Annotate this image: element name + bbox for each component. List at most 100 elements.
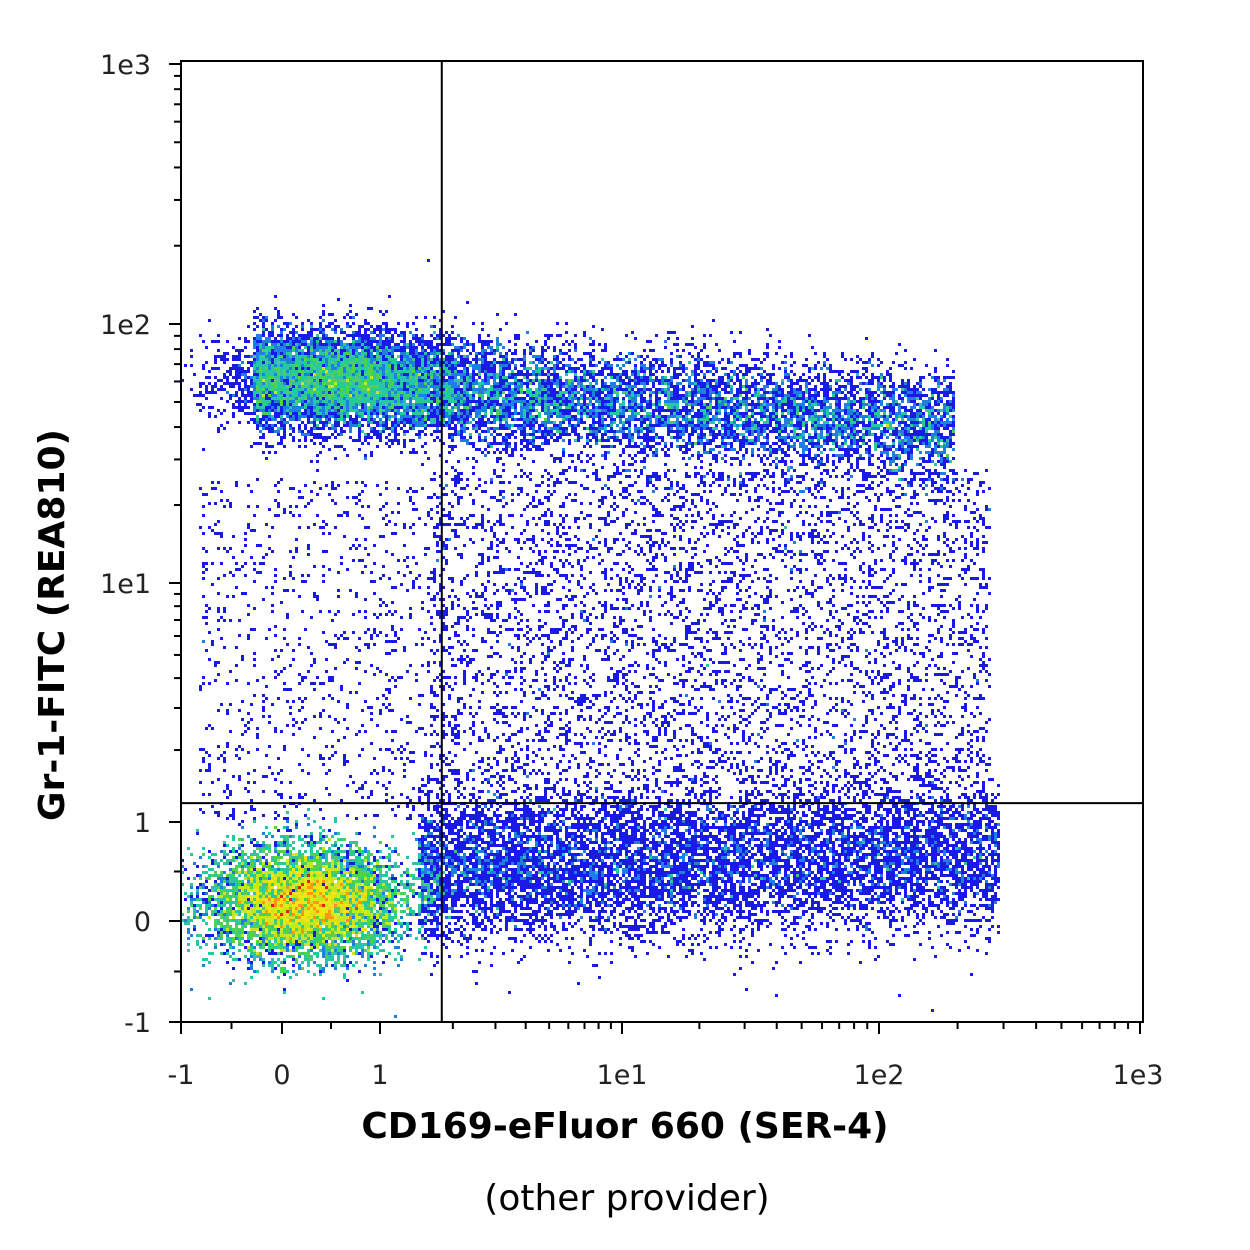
event-dot: [700, 382, 703, 385]
event-dot: [349, 373, 352, 376]
event-dot: [496, 403, 499, 406]
event-dot: [790, 391, 793, 394]
event-dot: [499, 352, 502, 355]
event-dot: [442, 364, 445, 367]
event-dot: [307, 385, 310, 388]
event-dot: [271, 424, 274, 427]
event-dot: [346, 322, 349, 325]
event-dot: [943, 388, 946, 391]
event-dot: [292, 394, 295, 397]
event-dot: [520, 364, 523, 367]
event-dot: [592, 409, 595, 412]
event-dot: [778, 421, 781, 424]
event-dot: [478, 415, 481, 418]
event-dot: [451, 394, 454, 397]
event-dot: [667, 367, 670, 370]
event-dot: [271, 418, 274, 421]
event-dot: [688, 382, 691, 385]
event-dot: [289, 400, 292, 403]
event-dot: [553, 379, 556, 382]
event-dot: [487, 361, 490, 364]
event-dot: [448, 400, 451, 403]
event-dot: [304, 388, 307, 391]
event-dot: [763, 385, 766, 388]
event-dot: [373, 376, 376, 379]
event-dot: [277, 310, 280, 313]
event-dot: [658, 400, 661, 403]
event-dot: [526, 394, 529, 397]
event-dot: [484, 424, 487, 427]
event-dot: [685, 343, 688, 346]
event-dot: [505, 397, 508, 400]
event-dot: [568, 406, 571, 409]
event-dot: [874, 418, 877, 421]
event-dot: [445, 355, 448, 358]
event-dot: [526, 400, 529, 403]
event-dot: [388, 382, 391, 385]
event-dot: [898, 415, 901, 418]
event-dot: [301, 406, 304, 409]
event-dot: [487, 346, 490, 349]
event-dot: [469, 406, 472, 409]
event-dot: [277, 406, 280, 409]
event-dot: [598, 403, 601, 406]
event-dot: [448, 361, 451, 364]
event-dot: [421, 349, 424, 352]
event-dot: [421, 370, 424, 373]
event-dot: [907, 400, 910, 403]
event-dot: [568, 358, 571, 361]
event-dot: [481, 409, 484, 412]
event-dot: [436, 343, 439, 346]
event-dot: [667, 379, 670, 382]
event-dot: [712, 421, 715, 424]
event-dot: [874, 403, 877, 406]
event-dot: [523, 367, 526, 370]
event-dot: [574, 343, 577, 346]
event-dot: [325, 352, 328, 355]
event-dot: [733, 352, 736, 355]
event-dot: [688, 400, 691, 403]
event-dot: [361, 418, 364, 421]
event-dot: [238, 337, 241, 340]
event-dot: [199, 391, 202, 394]
event-dot: [316, 406, 319, 409]
event-dot: [316, 349, 319, 352]
event-dot: [523, 373, 526, 376]
event-dot: [493, 388, 496, 391]
event-dot: [889, 379, 892, 382]
event-dot: [577, 376, 580, 379]
event-dot: [325, 334, 328, 337]
event-dot: [334, 364, 337, 367]
event-dot: [907, 382, 910, 385]
event-dot: [847, 418, 850, 421]
event-dot: [313, 367, 316, 370]
event-dot: [610, 400, 613, 403]
event-dot: [628, 382, 631, 385]
event-dot: [259, 406, 262, 409]
event-dot: [469, 382, 472, 385]
event-dot: [325, 403, 328, 406]
event-dot: [652, 382, 655, 385]
event-dot: [814, 403, 817, 406]
event-dot: [727, 385, 730, 388]
event-dot: [520, 385, 523, 388]
event-dot: [331, 406, 334, 409]
event-dot: [784, 367, 787, 370]
event-dot: [367, 373, 370, 376]
event-dot: [661, 388, 664, 391]
event-dot: [457, 415, 460, 418]
event-dot: [481, 361, 484, 364]
event-dot: [508, 403, 511, 406]
event-dot: [331, 376, 334, 379]
event-dot: [568, 343, 571, 346]
event-dot: [514, 400, 517, 403]
event-dot: [253, 397, 256, 400]
event-dot: [352, 400, 355, 403]
event-dot: [289, 376, 292, 379]
event-dot: [718, 406, 721, 409]
event-dot: [268, 349, 271, 352]
event-dot: [649, 397, 652, 400]
event-dot: [895, 352, 898, 355]
event-dot: [946, 376, 949, 379]
event-dot: [697, 388, 700, 391]
